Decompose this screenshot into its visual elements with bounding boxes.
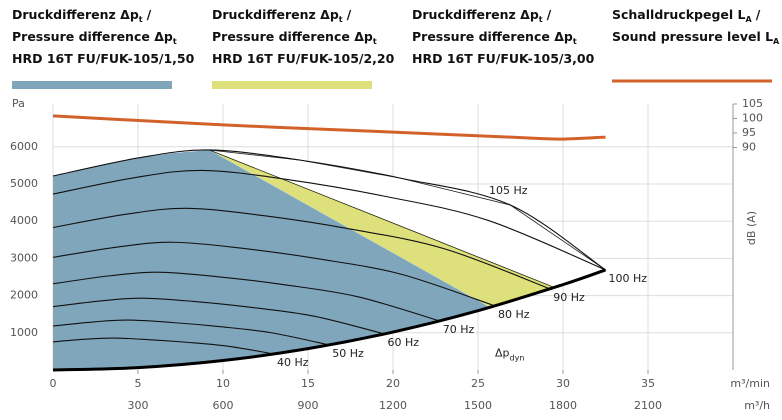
legend-label-text: Druckdifferenz Δp xyxy=(12,7,139,22)
fan-curve xyxy=(52,337,275,355)
legend-label-sub: t xyxy=(339,15,343,24)
curve-label: 90 Hz xyxy=(553,291,585,304)
x-tick-label: 25 xyxy=(471,377,485,390)
y2-tick-label: 100 xyxy=(742,112,763,125)
x2-tick-label: 2100 xyxy=(634,399,662,412)
legend-label-sub: t xyxy=(173,37,177,46)
fan-curve xyxy=(52,297,385,335)
fan-curve xyxy=(52,319,330,346)
legend-label-end: / xyxy=(547,7,552,22)
x-tick-label: 20 xyxy=(386,377,400,390)
x2-axis-label: m³/h xyxy=(744,399,770,412)
legend-label: Pressure difference Δpt xyxy=(412,29,577,46)
x2-tick-label: 1800 xyxy=(549,399,577,412)
y-tick-label: 4000 xyxy=(10,214,38,227)
y2-tick-label: 105 xyxy=(742,97,763,110)
area xyxy=(209,149,555,308)
x-tick-label: 0 xyxy=(50,377,57,390)
legend-label-text: Pressure difference Δp xyxy=(12,29,173,44)
legend-label: Druckdifferenz Δpt / xyxy=(412,7,552,24)
curve-label: 40 Hz xyxy=(277,356,309,369)
legend-label: Pressure difference Δpt xyxy=(12,29,177,46)
legend-label-sub: t xyxy=(539,15,543,24)
legend-label: HRD 16T FU/FUK-105/3,00 xyxy=(412,51,595,66)
y-tick-label: 3000 xyxy=(10,251,38,264)
legend-label: Schalldruckpegel LA / xyxy=(612,7,761,24)
legend-label-end: / xyxy=(347,7,352,22)
annotation-sub: dyn xyxy=(510,353,525,362)
legend-label-sub: A xyxy=(773,37,780,46)
legend-label-sub: t xyxy=(573,37,577,46)
y2-axis-label: dB (A) xyxy=(745,211,758,245)
x2-tick-label: 600 xyxy=(213,399,234,412)
y-axis-label: Pa xyxy=(12,97,25,110)
curve-label: 60 Hz xyxy=(388,336,420,349)
legend-label-sub: t xyxy=(139,15,143,24)
y-tick-label: 2000 xyxy=(10,289,38,302)
y-tick-label: 1000 xyxy=(10,326,38,339)
fan-curve xyxy=(52,169,606,271)
legend-label-text: Schalldruckpegel L xyxy=(612,7,746,22)
legend-label: HRD 16T FU/FUK-105/1,50 xyxy=(12,51,195,66)
x-tick-label: 35 xyxy=(641,377,655,390)
legend-label-text: HRD 16T FU/FUK-105/2,20 xyxy=(212,51,395,66)
curve-label: 50 Hz xyxy=(332,347,364,360)
x-tick-label: 30 xyxy=(556,377,570,390)
x2-tick-label: 900 xyxy=(298,399,319,412)
area xyxy=(53,149,490,370)
x-axis-label: m³/min xyxy=(730,377,770,390)
legend-label: HRD 16T FU/FUK-105/2,20 xyxy=(212,51,395,66)
fan-curve xyxy=(52,207,551,290)
annotation: Δpdyn xyxy=(495,346,524,362)
legend-label: Druckdifferenz Δpt / xyxy=(212,7,352,24)
curve-label: 105 Hz xyxy=(489,184,528,197)
legend-label-end: / xyxy=(147,7,152,22)
y2-tick-label: 95 xyxy=(742,126,756,139)
legend-label-text: HRD 16T FU/FUK-105/1,50 xyxy=(12,51,195,66)
legend-label: Sound pressure level LA xyxy=(612,29,780,46)
legend-label-text: Pressure difference Δp xyxy=(412,29,573,44)
fan-curve xyxy=(52,149,606,271)
x-tick-label: 15 xyxy=(301,377,315,390)
legend-label-text: Druckdifferenz Δp xyxy=(412,7,539,22)
curve-label: 100 Hz xyxy=(609,272,648,285)
annotation-text: Δp xyxy=(495,346,510,359)
sound-line xyxy=(52,114,606,141)
x2-tick-label: 300 xyxy=(128,399,149,412)
x2-tick-label: 1500 xyxy=(464,399,492,412)
legend-label-text: Druckdifferenz Δp xyxy=(212,7,339,22)
y2-tick-label: 90 xyxy=(742,141,756,154)
legend-label-end: / xyxy=(756,7,761,22)
y-tick-label: 6000 xyxy=(10,140,38,153)
x2-tick-label: 1200 xyxy=(379,399,407,412)
x-tick-label: 5 xyxy=(135,377,142,390)
legend-label-text: HRD 16T FU/FUK-105/3,00 xyxy=(412,51,595,66)
legend-label-sub: t xyxy=(373,37,377,46)
curve-label: 70 Hz xyxy=(443,323,475,336)
legend-label: Pressure difference Δpt xyxy=(212,29,377,46)
system-curve xyxy=(52,268,606,372)
legend-swatch xyxy=(412,81,572,89)
legend-label-text: Sound pressure level L xyxy=(612,29,773,44)
legend-swatch xyxy=(12,81,172,89)
y-tick-label: 5000 xyxy=(10,177,38,190)
curve-label: 80 Hz xyxy=(498,308,530,321)
legend-label-sub: A xyxy=(746,15,753,24)
fan-curve xyxy=(52,271,440,322)
legend-swatch xyxy=(212,81,372,89)
fan-curve xyxy=(52,241,496,307)
legend-label-text: Pressure difference Δp xyxy=(212,29,373,44)
x-tick-label: 10 xyxy=(216,377,230,390)
legend-label: Druckdifferenz Δpt / xyxy=(12,7,152,24)
